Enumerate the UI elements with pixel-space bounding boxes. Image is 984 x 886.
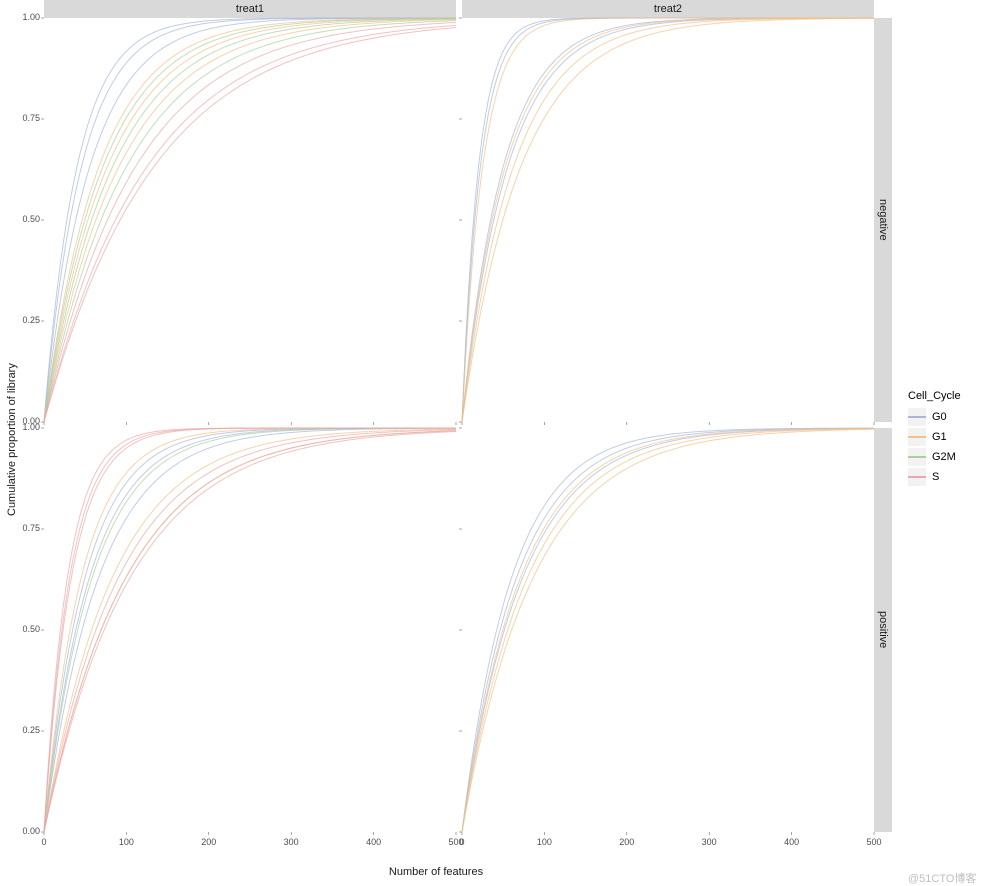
y-tick-label: 0.75 — [14, 523, 40, 533]
legend-item: G0 — [908, 408, 961, 426]
curve — [44, 431, 456, 832]
y-tick-label: 0.25 — [14, 315, 40, 325]
curve — [44, 428, 456, 832]
curve — [462, 18, 874, 422]
x-axis-label: Number of features — [356, 866, 516, 878]
curve — [462, 18, 874, 422]
curve — [462, 428, 874, 832]
curve — [44, 430, 456, 832]
watermark: @51CTO博客 — [908, 870, 976, 886]
curve — [462, 429, 874, 832]
curve — [44, 428, 456, 832]
curve — [462, 18, 874, 422]
curve — [462, 18, 874, 422]
curve — [462, 429, 874, 832]
curve — [462, 18, 874, 422]
facet-col-strip: treat2 — [462, 0, 874, 18]
x-tick-label: 200 — [197, 837, 221, 847]
x-tick-label: 400 — [780, 837, 804, 847]
legend-item: G1 — [908, 428, 961, 446]
curve — [462, 428, 874, 832]
legend: Cell_Cycle G0 G1 G2M S — [908, 390, 961, 488]
x-tick-label: 0 — [32, 837, 56, 847]
x-tick-label: 0 — [450, 837, 474, 847]
y-tick-label: 1.00 — [14, 12, 40, 22]
y-tick-label: 0.50 — [14, 214, 40, 224]
curve — [44, 428, 456, 832]
y-tick-label: 0.00 — [14, 826, 40, 836]
curve — [44, 18, 456, 422]
facet-row-strip: positive — [874, 428, 892, 832]
panel — [462, 428, 874, 832]
curve — [44, 428, 456, 832]
curve — [462, 18, 874, 422]
legend-swatch — [908, 408, 926, 426]
curve — [44, 428, 456, 832]
curve — [44, 18, 456, 422]
legend-swatch — [908, 468, 926, 486]
x-tick-label: 400 — [362, 837, 386, 847]
curve — [44, 429, 456, 832]
curve — [462, 18, 874, 422]
curve — [462, 428, 874, 832]
facet-chart: Cumulative proportion of library Number o… — [0, 0, 984, 885]
legend-swatch — [908, 428, 926, 446]
curve — [44, 428, 456, 832]
x-tick-label: 300 — [697, 837, 721, 847]
curve — [44, 431, 456, 832]
x-tick-label: 300 — [279, 837, 303, 847]
curve — [44, 23, 456, 423]
curve — [44, 18, 456, 422]
legend-title: Cell_Cycle — [908, 390, 961, 402]
legend-item: G2M — [908, 448, 961, 466]
x-tick-label: 200 — [615, 837, 639, 847]
curve — [462, 429, 874, 833]
curve — [44, 18, 456, 422]
y-tick-label: 1.00 — [14, 422, 40, 432]
legend-label: S — [932, 471, 939, 483]
facet-row-strip: negative — [874, 18, 892, 422]
facet-col-strip: treat1 — [44, 0, 456, 18]
y-axis-label: Cumulative proportion of library — [6, 340, 18, 540]
x-tick-label: 100 — [114, 837, 138, 847]
y-tick-label: 0.75 — [14, 113, 40, 123]
legend-item: S — [908, 468, 961, 486]
panel — [44, 18, 456, 422]
legend-label: G2M — [932, 451, 956, 463]
x-tick-label: 500 — [862, 837, 886, 847]
panel — [44, 428, 456, 832]
curve — [462, 18, 874, 422]
x-tick-label: 100 — [532, 837, 556, 847]
legend-label: G0 — [932, 411, 947, 423]
legend-label: G1 — [932, 431, 947, 443]
curve — [44, 428, 456, 832]
legend-swatch — [908, 448, 926, 466]
y-tick-label: 0.25 — [14, 725, 40, 735]
y-tick-label: 0.50 — [14, 624, 40, 634]
curve — [44, 432, 456, 833]
panel — [462, 18, 874, 422]
curve — [44, 428, 456, 832]
